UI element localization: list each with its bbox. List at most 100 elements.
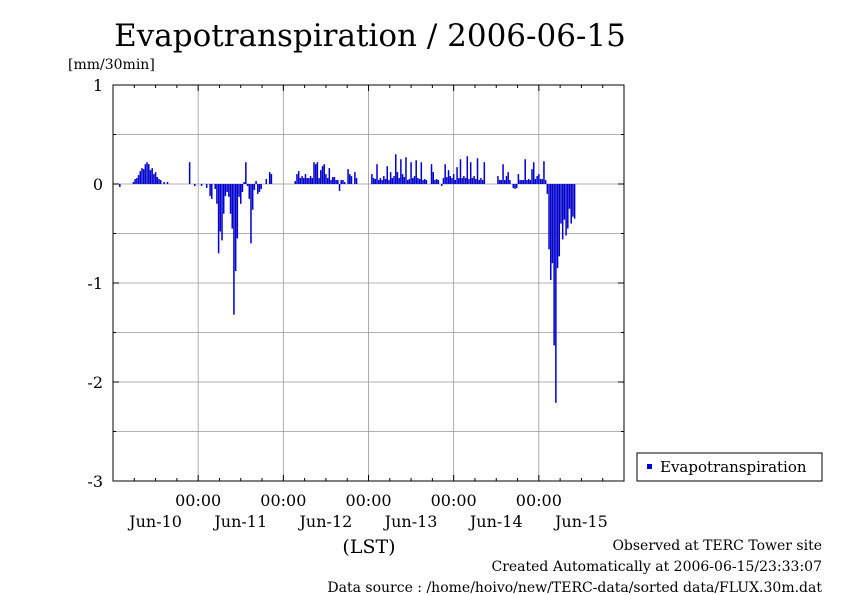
bar bbox=[515, 184, 518, 188]
bar bbox=[255, 181, 257, 184]
bar bbox=[309, 176, 312, 184]
bar bbox=[253, 184, 256, 190]
bar bbox=[536, 176, 538, 184]
bar bbox=[408, 179, 411, 184]
bar bbox=[268, 172, 271, 184]
bar bbox=[224, 184, 227, 196]
bar bbox=[478, 180, 480, 184]
bar bbox=[205, 184, 208, 188]
bar bbox=[561, 184, 564, 240]
bar bbox=[381, 180, 383, 184]
bar bbox=[468, 179, 470, 184]
bar bbox=[154, 172, 157, 184]
bar bbox=[553, 184, 555, 346]
bar bbox=[330, 180, 332, 184]
bar bbox=[132, 182, 135, 184]
bar bbox=[343, 182, 346, 184]
bar bbox=[425, 180, 428, 184]
bar bbox=[420, 162, 423, 184]
bar bbox=[258, 184, 261, 192]
y-tick-label: 0 bbox=[93, 175, 103, 194]
bar bbox=[239, 184, 242, 204]
bar bbox=[527, 179, 530, 184]
bar bbox=[394, 154, 397, 184]
bar bbox=[148, 164, 150, 184]
bar bbox=[398, 178, 400, 184]
x-axis-label: (LST) bbox=[342, 536, 395, 558]
bar bbox=[349, 174, 351, 184]
x-date-label: Jun-10 bbox=[127, 512, 182, 531]
bar bbox=[153, 174, 155, 184]
bar bbox=[558, 184, 561, 257]
bar bbox=[464, 178, 467, 184]
bar bbox=[245, 162, 247, 184]
bar bbox=[531, 169, 533, 184]
bar bbox=[376, 164, 378, 184]
bar bbox=[442, 178, 445, 184]
bar bbox=[226, 184, 228, 192]
bar bbox=[323, 164, 325, 184]
bar bbox=[532, 162, 535, 184]
bar bbox=[550, 184, 552, 281]
bar bbox=[294, 181, 297, 184]
bar bbox=[371, 174, 373, 184]
bar bbox=[159, 180, 162, 184]
bar bbox=[158, 179, 160, 184]
x-time-label: 00:00 bbox=[516, 491, 562, 510]
bar bbox=[347, 169, 349, 184]
bar bbox=[483, 162, 486, 184]
bar bbox=[250, 184, 252, 244]
bar bbox=[556, 184, 559, 269]
y-tick-label: -3 bbox=[87, 472, 103, 491]
bar bbox=[257, 184, 259, 194]
bar bbox=[560, 184, 562, 224]
bar bbox=[563, 184, 566, 220]
bar bbox=[301, 176, 303, 184]
bar bbox=[502, 164, 504, 184]
bar bbox=[331, 177, 334, 184]
bar bbox=[313, 162, 315, 184]
x-axis: 00:00 00:00 00:00 00:00 00:00 Jun-10 Jun-11 Jun… bbox=[127, 85, 608, 531]
bar bbox=[555, 184, 557, 403]
bar bbox=[194, 184, 196, 186]
y-axis: 1 0 -1 -2 -3 bbox=[87, 76, 624, 491]
bar bbox=[573, 184, 576, 219]
bar bbox=[231, 184, 233, 229]
bar bbox=[514, 184, 516, 189]
bar bbox=[246, 184, 249, 186]
bar bbox=[134, 179, 136, 184]
bar bbox=[572, 184, 574, 217]
bar bbox=[316, 162, 319, 184]
bar bbox=[209, 184, 211, 196]
x-time-label: 00:00 bbox=[345, 491, 391, 510]
bar bbox=[405, 157, 407, 184]
bar bbox=[321, 166, 324, 184]
bar bbox=[412, 178, 414, 184]
bar bbox=[432, 172, 434, 184]
bar bbox=[243, 182, 245, 184]
bar bbox=[306, 178, 308, 184]
bar bbox=[217, 184, 220, 254]
bar bbox=[507, 172, 509, 184]
bar bbox=[526, 180, 528, 184]
bar bbox=[119, 184, 121, 187]
bar bbox=[521, 180, 523, 184]
chart-title: Evapotranspiration / 2006-06-15 bbox=[114, 18, 626, 54]
bar bbox=[384, 179, 387, 184]
bar bbox=[211, 184, 213, 199]
y-axis-unit-label: [mm/30min] bbox=[68, 57, 155, 73]
bar bbox=[497, 176, 499, 184]
bar bbox=[166, 182, 169, 184]
bar bbox=[377, 180, 380, 184]
bar bbox=[355, 178, 358, 184]
bar bbox=[238, 184, 240, 197]
bar bbox=[270, 174, 273, 184]
bar bbox=[422, 180, 424, 184]
bar bbox=[340, 180, 343, 184]
bar bbox=[248, 184, 251, 199]
bar bbox=[350, 176, 353, 184]
bar bbox=[388, 180, 390, 184]
bar bbox=[512, 184, 515, 188]
legend-marker-evapotranspiration bbox=[647, 464, 652, 469]
bar bbox=[338, 184, 341, 191]
